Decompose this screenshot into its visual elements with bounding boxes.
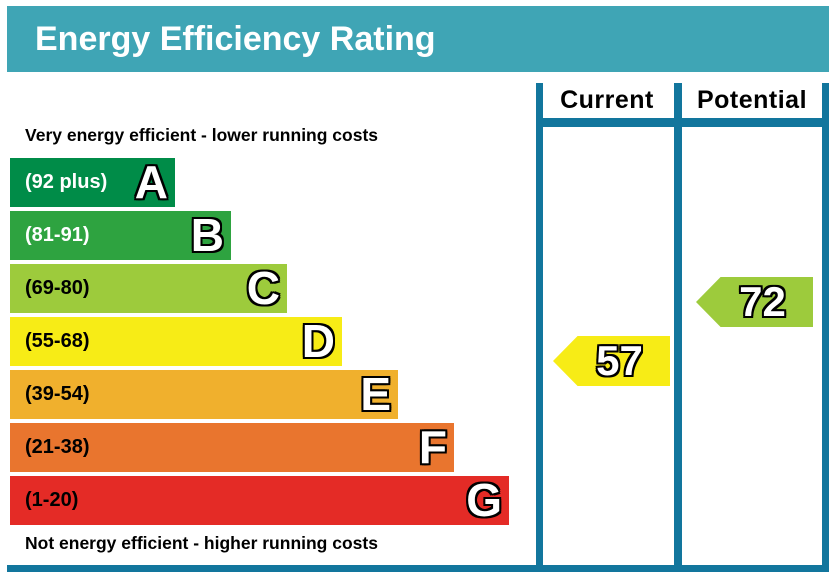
band-e: (39-54) E [10,370,398,419]
potential-rating-value: 72 [739,278,786,325]
band-g-letter: G [466,473,502,526]
band-b: (81-91) B [10,211,231,260]
band-f-range-label: (21-38) [25,436,90,458]
band-c: (69-80) C [10,264,287,313]
band-d-range-label: (55-68) [25,330,90,352]
columns-left-border [536,83,543,572]
band-e-range-label: (39-54) [25,383,90,405]
current-column-header: Current [560,86,654,114]
band-g-range-label: (1-20) [25,489,79,511]
columns-right-border [822,83,829,572]
band-f-letter: F [418,420,447,473]
columns-divider [674,83,682,572]
band-a-range-label: (92 plus) [25,171,108,193]
potential-rating-arrow: 72 [696,277,813,327]
band-b-range-label: (81-91) [25,224,90,246]
band-d-letter: D [301,314,335,367]
bottom-border-line [7,565,829,572]
current-rating-arrow: 57 [553,336,670,386]
potential-column-header: Potential [696,86,808,114]
columns-header-underline [536,118,829,127]
band-a: (92 plus) A [10,158,175,207]
band-e-letter: E [360,367,391,420]
band-c-range-label: (69-80) [25,277,90,299]
header-banner: Energy Efficiency Rating [7,6,829,72]
band-a-letter: A [134,155,168,208]
band-g: (1-20) G [10,476,509,525]
band-f: (21-38) F [10,423,454,472]
band-d: (55-68) D [10,317,342,366]
band-c-letter: C [246,261,280,314]
top-note: Very energy efficient - lower running co… [25,125,379,145]
current-rating-value: 57 [596,337,643,384]
page-title: Energy Efficiency Rating [35,19,436,58]
bottom-note: Not energy efficient - higher running co… [25,533,378,553]
band-b-letter: B [190,208,224,261]
